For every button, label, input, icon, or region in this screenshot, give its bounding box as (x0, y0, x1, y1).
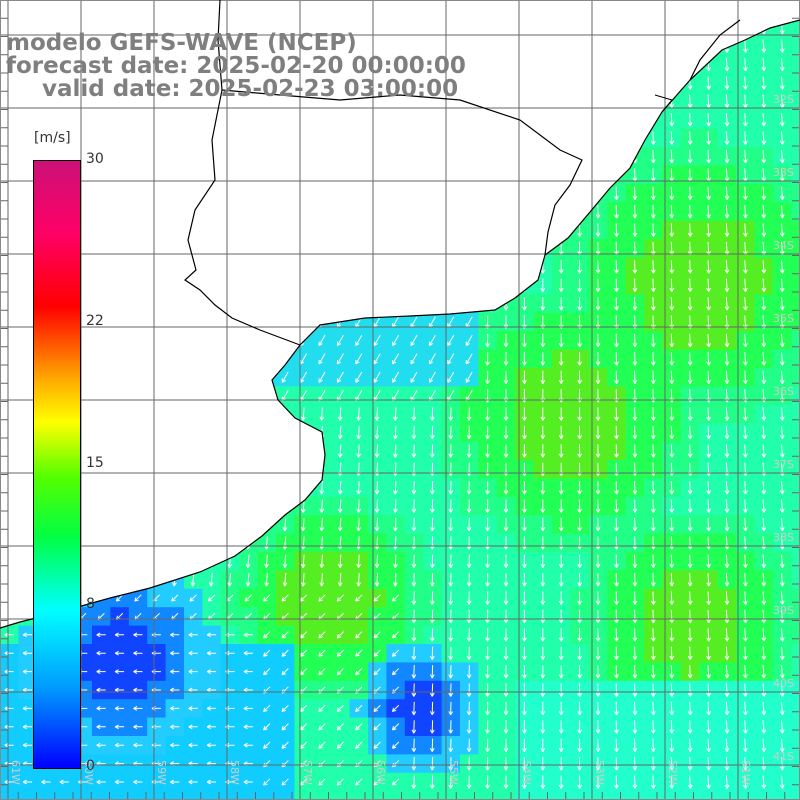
lon-label-58W: 58W (228, 760, 241, 785)
lat-label-35S: 35S (773, 312, 794, 325)
title-forecast-date: forecast date: 2025-02-20 00:00:00 (6, 53, 466, 79)
lon-label-54W: 54W (520, 760, 533, 785)
lat-label-40S: 40S (773, 677, 794, 690)
longitude-labels: 61W 60W 59W 58W 57W 56W 55W 54W 53W 52W 51W (9, 760, 752, 785)
latitude-labels: 32S 33S 34S 35S 36S 37S 38S 39S 40S 41S (773, 93, 794, 763)
colorbar-tick-8: 8 (86, 596, 95, 613)
lon-label-57W: 57W (301, 760, 314, 785)
lat-label-41S: 41S (773, 750, 794, 763)
lat-label-33S: 33S (773, 166, 794, 179)
lon-label-55W: 55W (447, 760, 460, 785)
colorbar-tick-30: 30 (86, 151, 104, 167)
colorbar-tick-15: 15 (86, 454, 104, 471)
colorbar-units: [m/s] (34, 130, 71, 146)
lon-label-61W: 61W (9, 760, 22, 785)
lon-label-51W: 51W (739, 760, 752, 785)
lat-label-38S: 38S (773, 531, 794, 544)
colorbar (33, 160, 81, 769)
lat-label-39S: 39S (773, 604, 794, 617)
lat-label-34S: 34S (773, 239, 794, 252)
colorbar-tick-0: 0 (86, 758, 95, 774)
lat-label-37S: 37S (773, 458, 794, 471)
lat-label-36S: 36S (773, 385, 794, 398)
colorbar-tick-22: 22 (86, 312, 104, 329)
lon-label-56W: 56W (374, 760, 387, 785)
lon-label-59W: 59W (155, 760, 168, 785)
coastline (0, 0, 800, 629)
lon-label-52W: 52W (666, 760, 679, 785)
lat-label-32S: 32S (773, 93, 794, 106)
title-valid-date: valid date: 2025-02-23 03:00:00 (42, 76, 459, 102)
lon-label-60W: 60W (82, 760, 95, 785)
lon-label-53W: 53W (593, 760, 606, 785)
title-model: modelo GEFS-WAVE (NCEP) (6, 30, 357, 56)
